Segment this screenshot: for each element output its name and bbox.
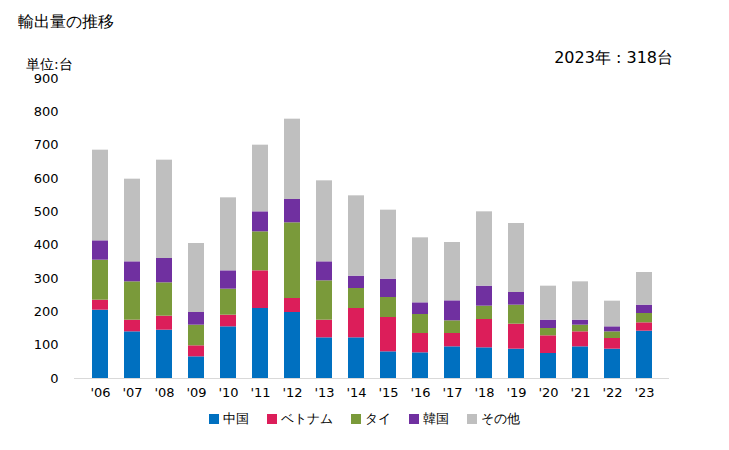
- svg-text:'22: '22: [602, 385, 622, 400]
- svg-text:'17: '17: [442, 385, 462, 400]
- svg-text:600: 600: [34, 171, 59, 186]
- svg-text:700: 700: [34, 137, 59, 152]
- svg-text:'14: '14: [346, 385, 366, 400]
- html-text:タイ: タイ: [365, 411, 391, 426]
- svg-text:'15: '15: [378, 385, 398, 400]
- html-text:韓国: 韓国: [423, 411, 449, 426]
- svg-text:'19: '19: [506, 385, 526, 400]
- svg-text:'11: '11: [250, 385, 270, 400]
- svg-text:500: 500: [34, 204, 59, 219]
- svg-text:'20: '20: [538, 385, 558, 400]
- html-text:ベトナム: ベトナム: [281, 411, 333, 426]
- html-text:単位:台: 単位:台: [26, 56, 73, 72]
- svg-text:300: 300: [34, 271, 59, 286]
- svg-text:'23: '23: [634, 385, 654, 400]
- html-text:2023年 : 318台: 2023年 : 318台: [554, 48, 673, 67]
- svg-text:'10: '10: [218, 385, 238, 400]
- svg-text:'07: '07: [122, 385, 142, 400]
- html-text:その他: その他: [481, 411, 520, 426]
- svg-text:400: 400: [34, 237, 59, 252]
- svg-text:900: 900: [34, 71, 59, 86]
- svg-text:100: 100: [34, 337, 59, 352]
- svg-text:0: 0: [50, 371, 58, 386]
- html-text:中国: 中国: [223, 411, 249, 426]
- svg-text:200: 200: [34, 304, 59, 319]
- svg-text:'09: '09: [186, 385, 206, 400]
- svg-text:'21: '21: [570, 385, 590, 400]
- svg-text:'16: '16: [410, 385, 430, 400]
- svg-text:'18: '18: [474, 385, 494, 400]
- svg-text:'12: '12: [282, 385, 302, 400]
- html-text:輸出量の推移: 輸出量の推移: [18, 12, 114, 31]
- svg-text:'08: '08: [154, 385, 174, 400]
- svg-text:'13: '13: [314, 385, 334, 400]
- svg-text:800: 800: [34, 104, 59, 119]
- svg-text:'06: '06: [90, 385, 110, 400]
